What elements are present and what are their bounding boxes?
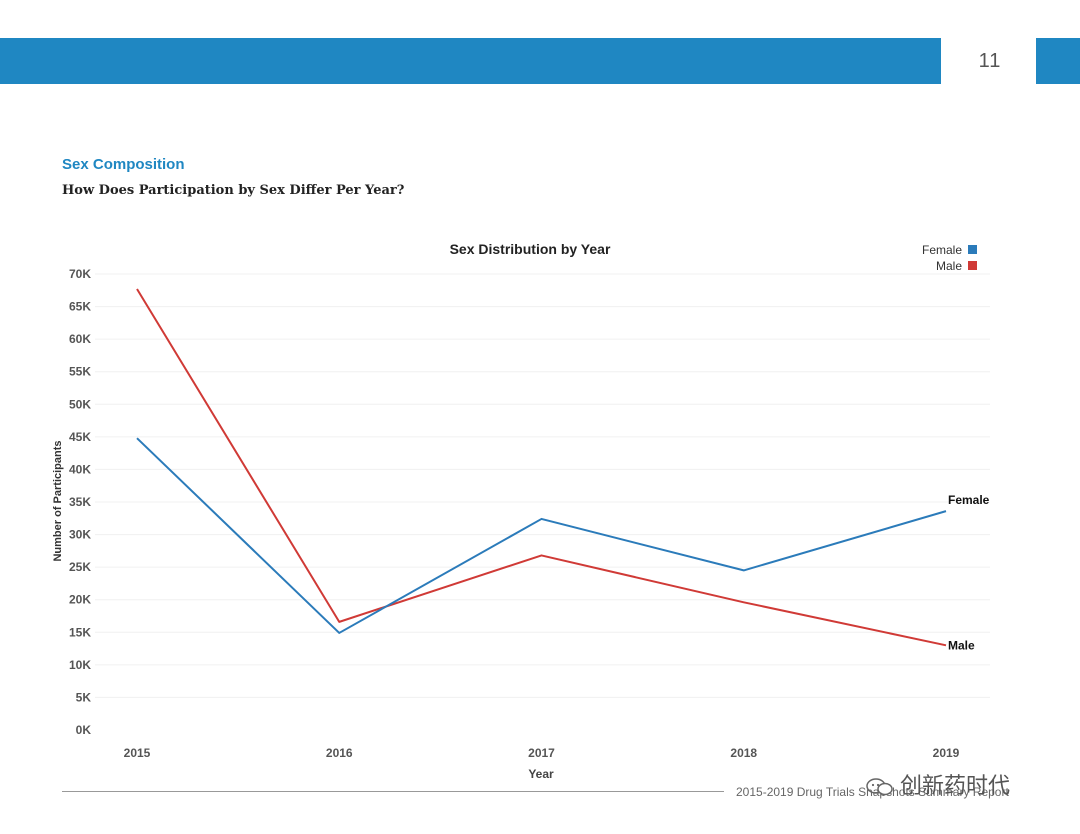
y-tick-label: 5K xyxy=(76,690,92,704)
y-tick-label: 55K xyxy=(69,365,91,379)
x-axis-label: Year xyxy=(528,767,554,781)
page-number: 11 xyxy=(978,50,1002,72)
legend: Female Male xyxy=(922,243,977,273)
x-tick-label: 2018 xyxy=(730,746,757,760)
y-tick-label: 20K xyxy=(69,593,91,607)
header-banner-left xyxy=(0,38,941,84)
grid-lines xyxy=(95,273,990,698)
x-axis-ticks: 2015 2016 2017 2018 2019 xyxy=(124,746,960,760)
y-tick-label: 30K xyxy=(69,528,91,542)
x-tick-label: 2015 xyxy=(124,746,151,760)
watermark-text: 创新药时代 xyxy=(900,773,1011,798)
y-tick-label: 40K xyxy=(69,462,91,476)
y-tick-label: 15K xyxy=(69,625,91,639)
watermark: 创新药时代 xyxy=(866,768,1010,800)
footer-divider xyxy=(62,791,724,792)
section-title: Sex Composition xyxy=(62,156,185,173)
y-tick-label: 10K xyxy=(69,658,91,672)
y-axis-label: Number of Participants xyxy=(52,440,64,561)
series-line-male xyxy=(136,288,947,647)
y-tick-label: 0K xyxy=(76,723,92,737)
legend-label-male: Male xyxy=(936,259,962,273)
series-line-female xyxy=(136,437,947,634)
y-tick-label: 35K xyxy=(69,495,91,509)
end-label-female: Female xyxy=(948,493,990,507)
y-tick-label: 50K xyxy=(69,397,91,411)
legend-swatch-female xyxy=(968,245,977,254)
section-subtitle: How Does Participation by Sex Differ Per… xyxy=(62,183,405,198)
y-tick-label: 45K xyxy=(69,430,91,444)
wechat-icon xyxy=(866,778,893,796)
legend-swatch-male xyxy=(968,261,977,270)
y-tick-label: 65K xyxy=(69,300,91,314)
y-tick-label: 60K xyxy=(69,332,91,346)
end-label-male: Male xyxy=(948,638,975,652)
x-tick-label: 2016 xyxy=(326,746,353,760)
chart-title: Sex Distribution by Year xyxy=(450,241,611,257)
y-tick-label: 70K xyxy=(69,267,91,281)
legend-label-female: Female xyxy=(922,243,962,257)
y-axis-ticks: 0K 5K 10K 15K 20K 25K 30K 35K 40K 45K 50K 55K 60K 65K… xyxy=(69,267,91,737)
header-banner-right xyxy=(1036,38,1080,84)
series-lines: Female Male xyxy=(136,288,990,652)
y-tick-label: 25K xyxy=(69,560,91,574)
x-tick-label: 2017 xyxy=(528,746,555,760)
x-tick-label: 2019 xyxy=(933,746,960,760)
